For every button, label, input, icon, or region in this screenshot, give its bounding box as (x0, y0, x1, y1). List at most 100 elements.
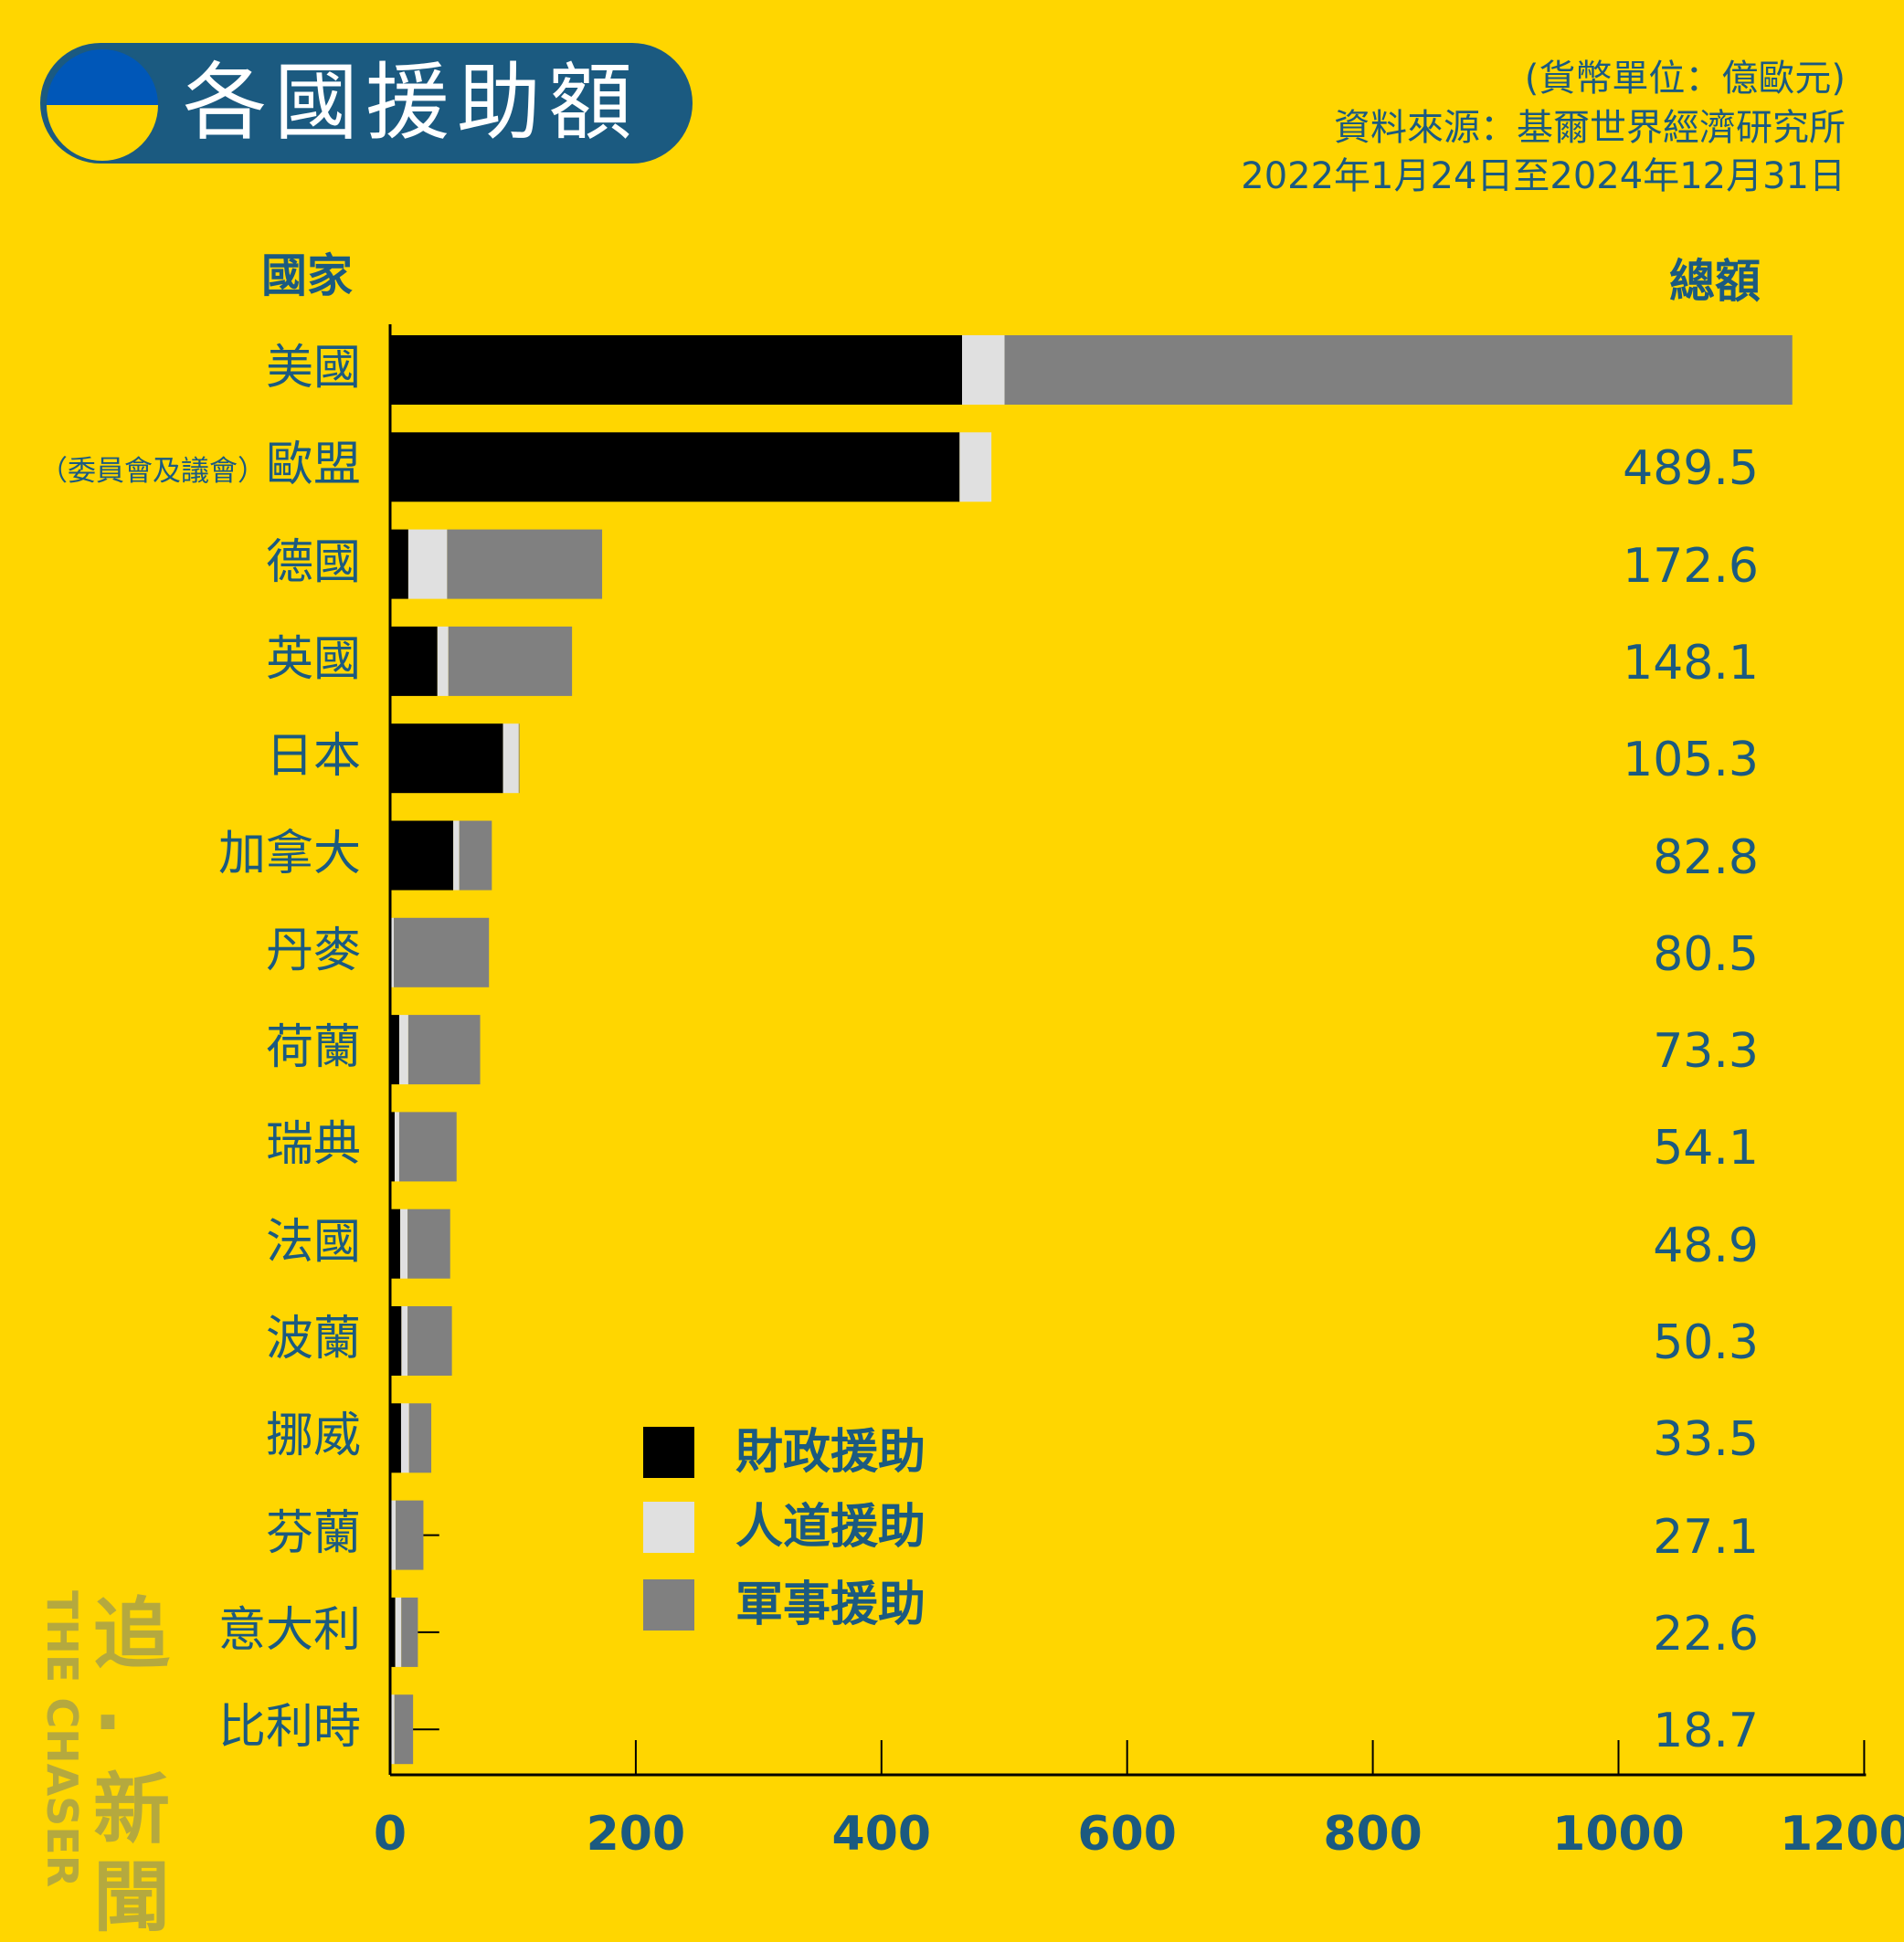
bar-segment-military (394, 917, 490, 987)
country-label: 法國 (266, 1215, 361, 1270)
x-tick-label: 0 (373, 1807, 407, 1862)
country-label: 瑞典 (266, 1117, 361, 1172)
bar-segment-financial (390, 1015, 399, 1085)
country-name: 比利時 (217, 1700, 361, 1756)
bar-segment-military (459, 820, 492, 891)
x-tick-label: 1200 (1780, 1807, 1904, 1862)
country-label: 意大利 (218, 1603, 361, 1658)
total-value-label: 105.3 (1623, 733, 1759, 788)
bar-segment-military (398, 1112, 457, 1182)
bar-segment-financial (390, 1597, 396, 1667)
country-label: 芬蘭 (266, 1506, 361, 1561)
country-label: 荷蘭 (266, 1020, 361, 1075)
total-value-label: 27.1 (1653, 1509, 1759, 1565)
country-name: 德國 (265, 534, 361, 590)
bar-segment-military (518, 723, 520, 794)
bar-segment-humanitarian (401, 1306, 408, 1376)
bar-segment-financial (390, 335, 962, 405)
bar-segment-humanitarian (391, 1500, 397, 1570)
bar-segment-humanitarian (961, 335, 1005, 405)
country-header: 國家 (261, 249, 353, 302)
bar-segment-humanitarian (398, 1015, 408, 1085)
legend-swatch-humanitarian (643, 1502, 694, 1553)
bar-segment-humanitarian (502, 723, 519, 794)
country-label: 比利時 (218, 1700, 361, 1755)
bar-segment-financial (390, 1403, 401, 1473)
legend-swatch-financial (643, 1427, 694, 1478)
country-name: 意大利 (217, 1602, 361, 1658)
country-label: 波蘭 (266, 1312, 361, 1367)
bar-segment-humanitarian (400, 1403, 409, 1473)
x-tick-label: 600 (1077, 1807, 1177, 1862)
total-value-label: 172.6 (1623, 538, 1759, 594)
bar-segment-military (407, 1015, 481, 1085)
country-name: 歐盟 (265, 438, 361, 493)
logo-text-cn: 追·新聞 (93, 1589, 171, 1942)
country-label: 加拿大 (218, 827, 361, 881)
bar-segment-military (396, 1500, 424, 1570)
country-label: （委員會及議會）歐盟 (39, 438, 361, 499)
total-value-label: 18.7 (1653, 1704, 1759, 1759)
country-label-prefix: （委員會及議會） (38, 455, 266, 489)
total-value-label: 489.5 (1623, 441, 1759, 497)
logo-text-en: THE CHASER (37, 1590, 87, 1888)
country-label: 挪威 (266, 1409, 361, 1463)
bar-segment-financial (390, 529, 408, 599)
country-label: 德國 (266, 535, 361, 590)
bar-segment-humanitarian (453, 820, 460, 891)
bar-segment-financial (390, 820, 454, 891)
country-name: 美國 (265, 341, 361, 396)
bar-segment-financial (390, 1306, 402, 1376)
x-tick-label: 200 (586, 1807, 686, 1862)
total-value-label: 80.5 (1653, 926, 1759, 982)
country-name: 波蘭 (265, 1312, 361, 1367)
chart-title: 各國援助額 (183, 54, 640, 152)
country-name: 英國 (265, 631, 361, 687)
country-name: 加拿大 (217, 826, 361, 881)
total-value-label: 33.5 (1653, 1412, 1759, 1468)
bar-segment-military (394, 1694, 414, 1765)
bar-segment-humanitarian (395, 1597, 402, 1667)
unit-note: (貨幣單位：億歐元) (1524, 58, 1846, 100)
bar-segment-financial (390, 432, 960, 502)
country-label: 丹麥 (266, 924, 361, 978)
legend-label-humanitarian: 人道援助 (735, 1500, 926, 1555)
the-chaser-logo: THE CHASER 追·新聞 (37, 1590, 183, 1941)
bar-segment-military (407, 1208, 450, 1279)
legend-label-military: 軍事援助 (735, 1578, 926, 1632)
x-tick-label: 800 (1323, 1807, 1423, 1862)
country-name: 法國 (265, 1214, 361, 1270)
bar-segment-military (408, 1403, 432, 1473)
bar-segment-military (1004, 335, 1793, 405)
country-name: 丹麥 (265, 923, 361, 978)
legend-swatch-military (643, 1579, 694, 1631)
bar-segment-humanitarian (391, 1694, 395, 1765)
x-tick-label: 400 (831, 1807, 932, 1862)
bar-segment-humanitarian (437, 626, 449, 696)
total-value-label: 54.1 (1653, 1121, 1759, 1177)
bar-segment-financial (390, 723, 503, 794)
bar-segment-financial (390, 1112, 395, 1182)
total-header: 總額 (1669, 255, 1761, 308)
bar-segment-military (447, 529, 603, 599)
source-note: 資料來源：基爾世界經濟研究所 (1334, 107, 1846, 149)
total-value-label: 22.6 (1653, 1606, 1759, 1662)
total-value-label: 148.1 (1623, 635, 1759, 691)
bar-segment-financial (390, 1208, 401, 1279)
bar-segment-humanitarian (407, 529, 448, 599)
bar-segment-humanitarian (959, 432, 992, 502)
country-label: 日本 (266, 729, 361, 784)
x-tick-label: 1000 (1552, 1807, 1685, 1862)
country-name: 荷蘭 (265, 1020, 361, 1076)
country-name: 瑞典 (265, 1117, 361, 1173)
bar-segment-military (407, 1306, 452, 1376)
bar-segment-financial (390, 626, 438, 696)
period-note: 2022年1月24日至2024年12月31日 (1241, 155, 1846, 197)
bar-segment-humanitarian (394, 1112, 399, 1182)
bar-segment-humanitarian (391, 917, 395, 987)
legend-label-financial: 財政援助 (735, 1425, 926, 1480)
bar-segment-military (401, 1597, 418, 1667)
total-value-label: 48.9 (1653, 1218, 1759, 1273)
country-label: 英國 (266, 632, 361, 687)
country-name: 芬蘭 (265, 1505, 361, 1561)
